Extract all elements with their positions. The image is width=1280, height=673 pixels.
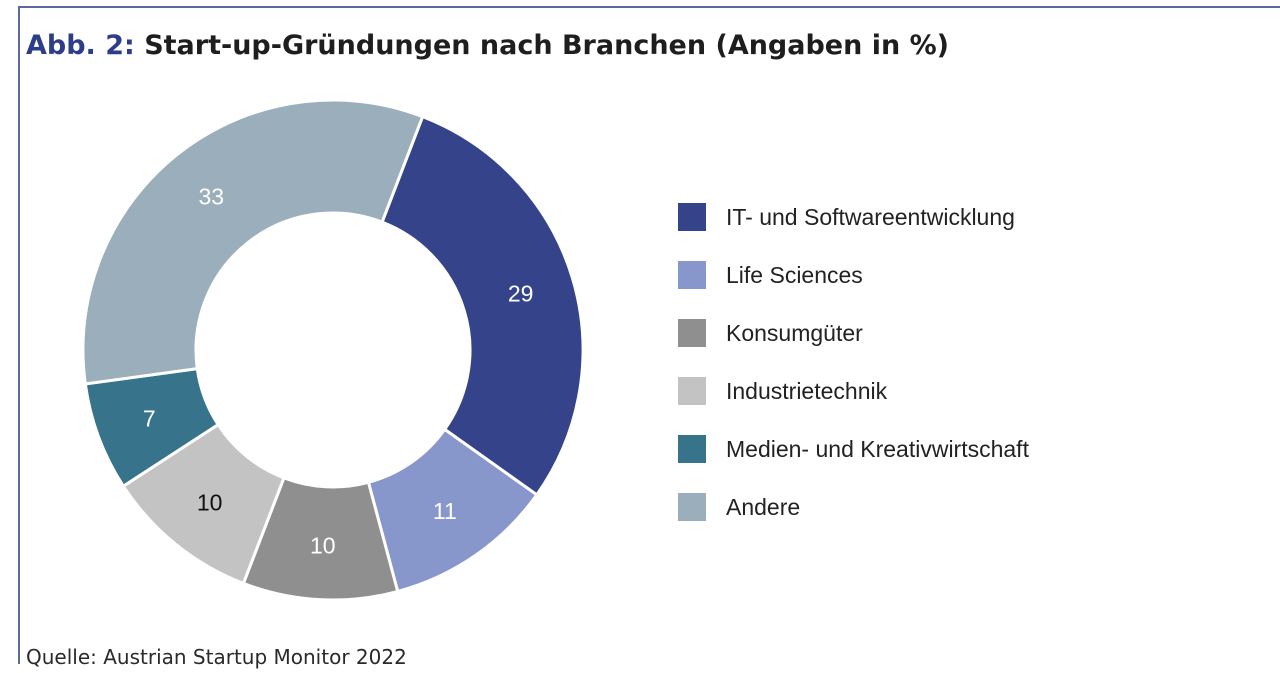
slice-value-label: 10 — [310, 533, 336, 559]
slice-value-label: 33 — [198, 183, 224, 209]
frame-left-border — [18, 6, 20, 664]
slice-value-label: 7 — [143, 405, 156, 431]
legend-swatch — [678, 435, 706, 463]
legend-item-medien-und-kreativwirtschaft: Medien- und Kreativwirtschaft — [678, 420, 1029, 478]
legend-label: Andere — [726, 493, 801, 520]
donut-slice-andere — [81, 98, 425, 386]
chart-title: Abb. 2: Start-up-Gründungen nach Branche… — [26, 30, 949, 61]
legend-item-konsumgueter: Konsumgüter — [678, 304, 1029, 362]
legend-swatch — [678, 377, 706, 405]
legend-swatch — [678, 319, 706, 347]
legend-item-it-und-softwareentwicklung: IT- und Softwareentwicklung — [678, 188, 1029, 246]
legend-label: Medien- und Kreativwirtschaft — [726, 435, 1029, 462]
source-note: Quelle: Austrian Startup Monitor 2022 — [26, 645, 407, 669]
legend-label: Konsumgüter — [726, 319, 863, 346]
legend-item-industrietechnik: Industrietechnik — [678, 362, 1029, 420]
slice-value-label: 10 — [197, 489, 223, 515]
legend-label: Life Sciences — [726, 261, 863, 288]
legend-label: IT- und Softwareentwicklung — [726, 203, 1015, 230]
legend-item-andere: Andere — [678, 478, 1029, 536]
legend-label: Industrietechnik — [726, 377, 888, 404]
legend-item-life-sciences: Life Sciences — [678, 246, 1029, 304]
legend-swatch — [678, 261, 706, 289]
frame-top-border — [18, 6, 1280, 8]
legend-swatch — [678, 203, 706, 231]
figure-number: Abb. 2: — [26, 30, 135, 61]
slice-value-label: 11 — [433, 498, 457, 524]
slice-value-label: 29 — [508, 280, 534, 306]
legend-swatch — [678, 493, 706, 521]
chart-title-text: Start-up-Gründungen nach Branchen (Angab… — [144, 30, 950, 61]
donut-slice-it-und-softwareentwicklung — [380, 114, 585, 497]
chart-legend: IT- und Softwareentwicklung Life Sciences… — [678, 188, 1029, 536]
